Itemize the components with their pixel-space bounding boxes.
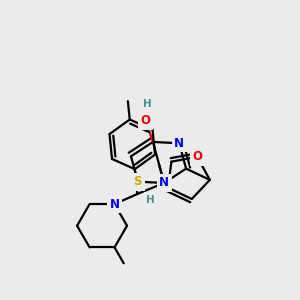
Text: H: H (146, 195, 155, 205)
Text: N: N (174, 137, 184, 150)
Text: O: O (192, 150, 202, 163)
Text: N: N (159, 176, 169, 190)
Text: H: H (143, 99, 152, 109)
Text: N: N (110, 198, 119, 211)
Text: S: S (134, 175, 142, 188)
Text: O: O (141, 114, 151, 128)
